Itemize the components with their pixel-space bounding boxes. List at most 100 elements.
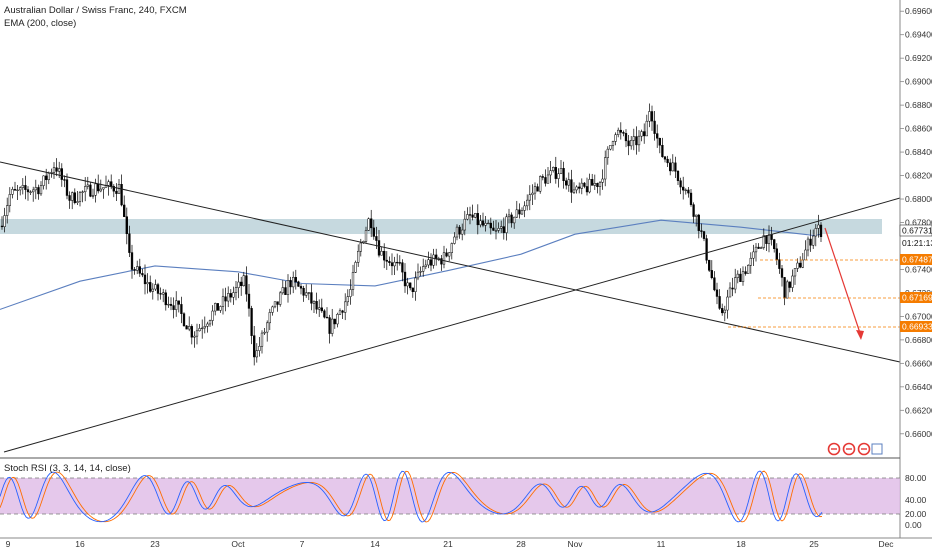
candle-body: [258, 345, 261, 351]
candle-body: [375, 236, 378, 241]
candle-body: [741, 271, 745, 282]
candle-body: [653, 120, 656, 134]
candle-body: [141, 273, 144, 276]
candle-body: [762, 235, 765, 248]
candle-body: [541, 176, 544, 178]
ascending-trendline[interactable]: [3, 197, 901, 453]
candle-body: [232, 292, 235, 298]
candle-body: [403, 271, 407, 287]
candle-body: [237, 281, 240, 288]
candle-body: [307, 292, 310, 294]
candle-body: [331, 318, 334, 334]
candle-body: [154, 284, 157, 290]
candle-body: [182, 313, 186, 327]
candle-body: [47, 173, 50, 181]
candle-body: [211, 310, 214, 321]
candle-body: [596, 183, 599, 187]
time-tick-label: 28: [516, 539, 526, 549]
candle-body: [299, 286, 303, 289]
candle-body: [359, 242, 362, 252]
candle-body: [549, 170, 552, 176]
candle-body: [63, 179, 66, 181]
oscillator-axis[interactable]: 80.00 40.00 20.000.00: [905, 473, 927, 530]
candle-body: [55, 167, 58, 172]
event-markers[interactable]: [827, 442, 883, 456]
candle-body: [16, 189, 19, 192]
candle-body: [328, 317, 331, 334]
candle-body: [528, 194, 531, 201]
candle-body: [736, 273, 739, 278]
candle-body: [245, 275, 248, 295]
candle-body: [65, 179, 69, 196]
candle-body: [617, 129, 620, 135]
stoch-rsi-legend: Stoch RSI (3, 3, 14, 14, close): [4, 463, 131, 474]
candle-body: [6, 205, 9, 216]
candle-body: [687, 189, 690, 194]
time-axis[interactable]: 9 16 23 Oct 7 14 21 28 Nov 11 18 25 Dec: [6, 539, 895, 549]
candle-body: [533, 186, 537, 194]
candle-body: [123, 204, 126, 217]
candle-body: [29, 191, 32, 193]
descending-trendline[interactable]: [0, 161, 901, 363]
candle-body: [266, 322, 269, 333]
candle-body: [578, 186, 581, 189]
candle-body: [466, 214, 469, 220]
candle-body: [645, 120, 648, 137]
candle-body: [203, 326, 206, 329]
candle-body: [341, 310, 344, 313]
candle-body: [198, 328, 201, 332]
candle-body: [609, 145, 612, 150]
candle-body: [310, 292, 313, 304]
candle-body: [455, 226, 459, 238]
candle-body: [671, 162, 674, 172]
candle-body: [679, 180, 682, 188]
candle-body: [305, 292, 308, 296]
candle-body: [656, 133, 659, 139]
candle-body: [726, 296, 729, 311]
candle-body: [188, 326, 191, 330]
candle-body: [666, 158, 669, 164]
candle-body: [572, 189, 576, 193]
level-tag-1-value: 0.67487: [902, 255, 932, 265]
time-tick-label: 14: [370, 539, 380, 549]
candle-body: [523, 205, 526, 211]
candle-body: [167, 303, 170, 306]
candle-body: [388, 261, 391, 263]
candle-body: [370, 218, 373, 229]
event-icon-4[interactable]: [871, 443, 883, 455]
candle-body: [552, 167, 555, 171]
candle-body: [21, 185, 24, 188]
candle-body: [565, 180, 568, 186]
stoch-band-fill: [0, 478, 900, 514]
candle-body: [94, 183, 97, 196]
candle-body: [432, 254, 435, 266]
candle-body: [234, 287, 238, 293]
candle-body: [606, 148, 609, 158]
candle-body: [120, 184, 123, 206]
candle-body: [255, 350, 258, 358]
candle-body: [780, 268, 784, 278]
candle-body: [73, 192, 76, 203]
resistance-zone: [0, 219, 882, 234]
candle-body: [507, 214, 511, 218]
candle-body: [8, 194, 11, 206]
candle-body: [648, 111, 651, 122]
candle-body: [325, 316, 329, 319]
candle-body: [42, 175, 45, 186]
candle-body: [809, 238, 812, 246]
candle-body: [775, 248, 778, 260]
candle-body: [367, 218, 370, 231]
candle-body: [710, 270, 713, 279]
time-tick-label: 25: [809, 539, 819, 549]
candle-body: [468, 214, 472, 216]
candle-body: [250, 308, 253, 336]
candle-body: [650, 111, 654, 122]
